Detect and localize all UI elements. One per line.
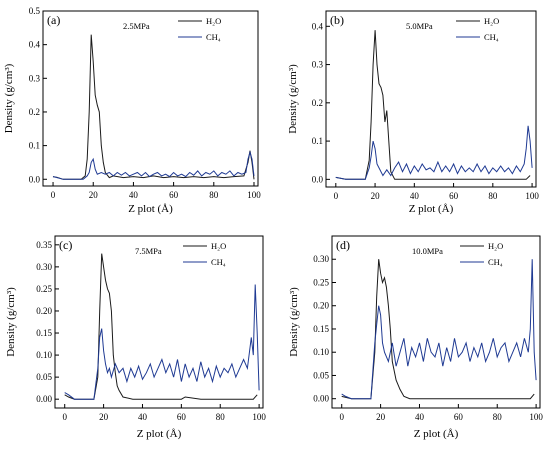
y-tick-label: 0.00 [313,394,329,404]
y-tick-label: 0.2 [29,107,40,117]
y-tick-label: 0.1 [29,141,40,151]
chart-panel-b: 0 20 40 60 80 100 0.0 0.1 0.2 0.3 0.4 (b) 5.0MPa H₂O C… [287,10,539,215]
legend-label-h2o: H₂O [206,16,221,26]
legend-label-ch4: CH₄ [488,257,503,267]
series-line-ch4 [64,284,260,400]
y-axis-label: Density (g/cm³) [287,64,299,134]
panel-label: (a) [47,13,60,27]
y-tick-label: 0.3 [29,73,41,83]
x-tick-label: 40 [129,190,139,200]
panel-label: (b) [330,13,344,27]
x-tick-label: 80 [493,412,503,422]
legend-label-h2o: H₂O [488,241,503,251]
y-tick-label: 0.10 [36,350,52,360]
pressure-annotation: 5.0MPa [406,21,433,31]
legend-label-ch4: CH₄ [211,257,226,267]
chart-panel-c: 0 20 40 60 80 100 0.00 0.05 0.10 0.15 0.20 0.25 0.30… [5,235,266,440]
x-tick-label: 60 [449,191,459,201]
pressure-annotation: 2.5MPa [123,21,150,31]
x-tick-label: 0 [334,191,339,201]
y-tick-label: 0.00 [36,394,52,404]
y-axis-label: Density (g/cm³) [5,287,17,357]
y-tick-label: 0.25 [36,284,52,294]
y-tick-label: 0.20 [36,306,52,316]
series-line-ch4 [52,150,255,180]
y-axis-label: Density (g/cm³) [3,63,15,133]
legend-label-ch4: CH₄ [206,32,221,42]
x-tick-label: 80 [488,191,498,201]
x-tick-label: 60 [169,190,179,200]
y-tick-label: 0.35 [36,240,52,250]
panel-label: (c) [59,238,72,252]
legend-label-h2o: H₂O [484,16,499,26]
x-tick-label: 20 [89,190,99,200]
x-tick-label: 40 [415,412,425,422]
plot-frame [54,235,264,409]
chart-panel-a: 0 20 40 60 80 100 0.0 0.1 0.2 0.3 0.4 0.5 (a) 2.5MPa H… [3,6,261,215]
y-tick-label: 0.3 [312,60,324,70]
y-tick-label: 0.0 [29,174,41,184]
x-tick-label: 20 [99,412,109,422]
y-tick-label: 0.20 [313,301,329,311]
x-tick-label: 0 [339,412,344,422]
legend-label-h2o: H₂O [211,241,226,251]
pressure-annotation: 10.0MPa [412,246,443,256]
series-line-h2o [64,253,258,400]
y-tick-label: 0.25 [313,277,329,287]
x-tick-label: 60 [454,412,464,422]
x-tick-label: 0 [62,412,67,422]
x-tick-label: 100 [529,412,543,422]
x-axis-label: Z plot (Å) [128,203,173,215]
x-tick-label: 80 [209,190,219,200]
y-tick-label: 0.4 [312,21,324,31]
y-tick-label: 0.30 [36,262,52,272]
x-tick-label: 100 [525,191,539,201]
series-line-h2o [341,259,535,400]
y-tick-label: 0.2 [312,98,323,108]
y-tick-label: 0.05 [313,370,329,380]
x-tick-label: 20 [371,191,381,201]
x-tick-label: 60 [177,412,187,422]
x-tick-label: 80 [216,412,226,422]
series-line-ch4 [335,125,533,180]
x-axis-label: Z plot (Å) [137,428,182,440]
y-tick-label: 0.15 [313,324,329,334]
y-tick-label: 0.05 [36,372,52,382]
x-tick-label: 100 [247,190,261,200]
y-axis-label: Density (g/cm³) [288,287,300,357]
y-tick-label: 0.10 [313,347,329,357]
panel-label: (d) [336,238,350,252]
legend-label-ch4: CH₄ [484,32,499,42]
x-axis-label: Z plot (Å) [409,203,454,215]
series-line-h2o [335,30,531,180]
x-axis-label: Z plot (Å) [414,428,459,440]
series-line-h2o [52,34,255,180]
y-tick-label: 0.4 [29,40,41,50]
y-tick-label: 0.1 [312,136,323,146]
series-line-ch4 [341,259,537,400]
y-tick-label: 0.30 [313,254,329,264]
y-tick-label: 0.15 [36,328,52,338]
y-tick-label: 0.0 [312,174,324,184]
plot-frame [42,10,259,187]
x-tick-label: 100 [252,412,266,422]
y-tick-label: 0.5 [29,6,41,16]
x-tick-label: 40 [138,412,148,422]
x-tick-label: 0 [51,190,56,200]
chart-panel-d: 0 20 40 60 80 100 0.00 0.05 0.10 0.15 0.20 0.25 0.30… [288,235,543,440]
plot-frame [331,235,541,409]
x-tick-label: 40 [410,191,420,201]
pressure-annotation: 7.5MPa [135,246,162,256]
x-tick-label: 20 [376,412,386,422]
plot-frame [325,10,537,188]
